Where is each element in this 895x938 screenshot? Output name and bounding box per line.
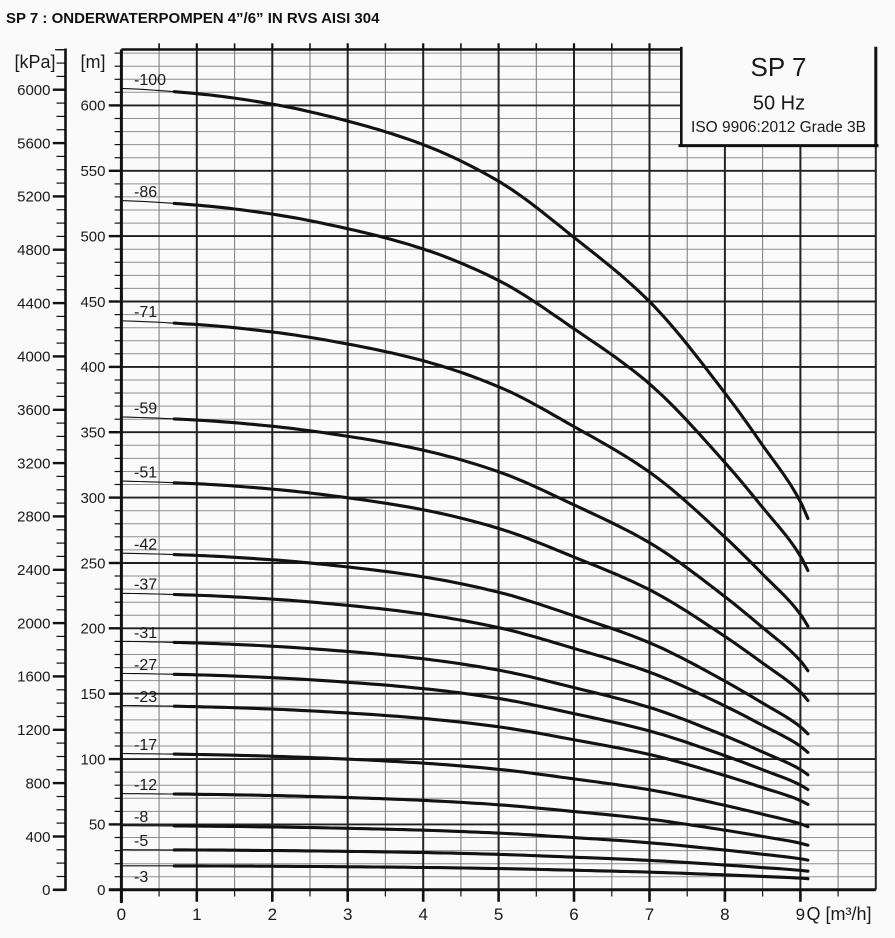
svg-text:7: 7 (645, 905, 654, 924)
svg-text:[kPa]: [kPa] (14, 52, 55, 72)
svg-text:400: 400 (25, 829, 50, 846)
svg-text:4: 4 (418, 905, 427, 924)
svg-text:50: 50 (89, 817, 106, 834)
svg-text:SP 7: SP 7 (751, 52, 807, 82)
svg-text:1200: 1200 (17, 722, 50, 739)
svg-text:-37: -37 (134, 577, 157, 594)
svg-text:-100: -100 (134, 72, 166, 89)
svg-text:350: 350 (80, 425, 105, 442)
svg-text:-42: -42 (134, 537, 157, 554)
svg-text:-17: -17 (134, 737, 157, 754)
svg-text:2: 2 (268, 905, 277, 924)
svg-text:3600: 3600 (17, 402, 50, 419)
svg-text:-27: -27 (134, 657, 157, 674)
svg-text:600: 600 (80, 98, 105, 115)
svg-text:-59: -59 (134, 400, 157, 417)
svg-text:9: 9 (796, 905, 805, 924)
svg-text:300: 300 (80, 490, 105, 507)
svg-text:3: 3 (343, 905, 352, 924)
svg-text:2800: 2800 (17, 509, 50, 526)
svg-text:ISO 9906:2012 Grade 3B: ISO 9906:2012 Grade 3B (691, 119, 866, 136)
svg-text:500: 500 (80, 228, 105, 245)
svg-text:[m]: [m] (81, 52, 106, 72)
svg-text:-3: -3 (134, 869, 148, 886)
svg-text:3200: 3200 (17, 455, 50, 472)
svg-text:6: 6 (569, 905, 578, 924)
svg-text:0: 0 (42, 882, 50, 899)
svg-text:-8: -8 (134, 809, 148, 826)
svg-text:0: 0 (117, 905, 126, 924)
svg-text:0: 0 (97, 882, 105, 899)
svg-text:8: 8 (720, 905, 729, 924)
svg-text:450: 450 (80, 294, 105, 311)
svg-text:800: 800 (25, 775, 50, 792)
svg-text:4400: 4400 (17, 295, 50, 312)
svg-text:150: 150 (80, 686, 105, 703)
svg-text:-12: -12 (134, 777, 157, 794)
svg-text:200: 200 (80, 621, 105, 638)
svg-text:1600: 1600 (17, 669, 50, 686)
svg-text:2400: 2400 (17, 562, 50, 579)
svg-text:Q [m³/h]: Q [m³/h] (807, 904, 872, 924)
svg-text:-86: -86 (134, 184, 157, 201)
svg-text:-23: -23 (134, 689, 157, 706)
svg-text:100: 100 (80, 751, 105, 768)
svg-text:250: 250 (80, 555, 105, 572)
svg-text:-5: -5 (134, 833, 148, 850)
svg-text:5: 5 (494, 905, 503, 924)
svg-text:-71: -71 (134, 304, 157, 321)
svg-text:4000: 4000 (17, 349, 50, 366)
svg-text:4800: 4800 (17, 242, 50, 259)
svg-text:6000: 6000 (17, 82, 50, 99)
svg-text:5600: 5600 (17, 135, 50, 152)
svg-text:-51: -51 (134, 465, 157, 482)
svg-text:50 Hz: 50 Hz (753, 93, 805, 115)
svg-text:-31: -31 (134, 625, 157, 642)
svg-text:5200: 5200 (17, 189, 50, 206)
svg-text:550: 550 (80, 163, 105, 180)
svg-text:1: 1 (192, 905, 201, 924)
svg-text:400: 400 (80, 359, 105, 376)
svg-text:2000: 2000 (17, 615, 50, 632)
